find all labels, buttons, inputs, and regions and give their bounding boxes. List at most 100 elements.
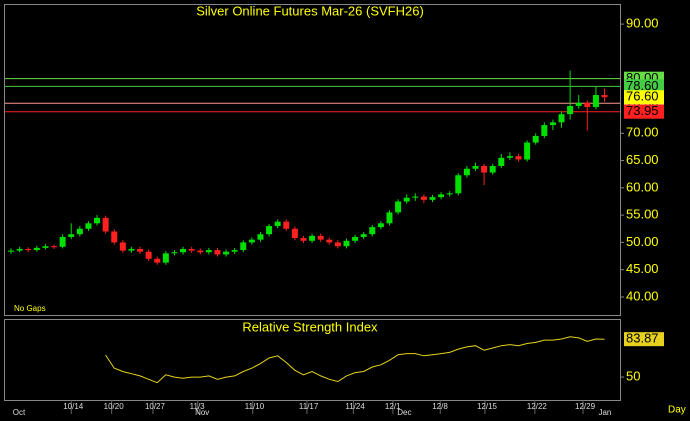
last-price-box xyxy=(624,90,664,105)
y-tick-label: 70.00 xyxy=(626,125,659,140)
candle-body xyxy=(223,251,230,255)
candle-body xyxy=(403,197,410,202)
x-tick-label: 10/20 xyxy=(104,402,125,411)
rsi-panel xyxy=(4,319,621,401)
y-tick-label: 50.00 xyxy=(626,234,659,249)
price-panel xyxy=(4,4,621,316)
chart-title: Silver Online Futures Mar-26 (SVFH26) xyxy=(196,3,424,18)
candle-body xyxy=(94,217,101,224)
candle-body xyxy=(33,247,40,251)
candle-body xyxy=(515,156,522,160)
candle-body xyxy=(162,253,169,263)
rsi-title: Relative Strength Index xyxy=(242,319,378,334)
candle-body xyxy=(326,239,333,243)
candle-body xyxy=(541,125,548,136)
candle-body xyxy=(85,223,92,229)
candle-body xyxy=(463,168,470,176)
candle-body xyxy=(240,242,247,251)
x-tick-label: 11/3 xyxy=(190,402,206,411)
candle-body xyxy=(317,235,324,240)
candle-body xyxy=(438,194,445,198)
candle-body xyxy=(567,105,574,115)
month-label: Jan xyxy=(598,408,611,417)
month-label: Nov xyxy=(195,408,209,417)
y-tick-label: 55.00 xyxy=(626,207,659,222)
x-tick-label: 10/27 xyxy=(145,402,166,411)
candle-body xyxy=(334,242,341,247)
candle-body xyxy=(532,135,539,143)
candle-body xyxy=(248,239,255,243)
candle-body xyxy=(257,234,264,240)
candle-body xyxy=(8,250,15,252)
candle-body xyxy=(420,196,427,200)
candle-body xyxy=(283,221,290,229)
candle-body xyxy=(59,236,66,247)
candle-body xyxy=(171,252,178,254)
candle-body xyxy=(231,250,238,252)
level-label: 73.95 xyxy=(626,103,659,118)
candle-body xyxy=(584,102,591,108)
x-tick-label: 12/15 xyxy=(477,402,498,411)
candle-body xyxy=(360,234,367,237)
month-label: Oct xyxy=(13,408,26,417)
x-tick-label: 12/8 xyxy=(432,402,448,411)
x-tick-label: 10/14 xyxy=(63,402,84,411)
x-tick-label: 11/24 xyxy=(345,402,365,411)
candle-body xyxy=(309,235,316,241)
candle-body xyxy=(601,95,608,98)
candle-body xyxy=(386,212,393,224)
candle-body xyxy=(25,248,32,251)
y-tick-label: 45.00 xyxy=(626,261,659,276)
rsi-line xyxy=(105,336,605,384)
candle-body xyxy=(16,248,23,251)
x-tick-label: 11/10 xyxy=(245,402,265,411)
candle-body xyxy=(111,231,118,243)
last-price-label: 76.60 xyxy=(626,89,659,104)
candle-body xyxy=(205,250,212,253)
candle-body xyxy=(180,248,187,253)
candle-body xyxy=(300,238,307,241)
candle-body xyxy=(395,201,402,213)
candle-body xyxy=(549,122,556,126)
rsi-value-label: 83.87 xyxy=(626,331,659,346)
level-box xyxy=(624,79,664,94)
y-tick-label: 90.00 xyxy=(626,16,659,31)
candle-body xyxy=(128,248,135,251)
candle-body xyxy=(412,196,419,198)
candle-body xyxy=(446,193,453,195)
candle-body xyxy=(524,142,531,160)
candle-body xyxy=(472,166,479,169)
candle-body xyxy=(592,95,599,108)
candle-body xyxy=(42,246,49,248)
candle-body xyxy=(429,197,436,200)
y-tick-label: 40.00 xyxy=(626,288,659,303)
y-tick-label: 50 xyxy=(626,369,640,384)
rsi-value-box xyxy=(624,332,664,347)
candle-body xyxy=(369,227,376,235)
period-label: Day xyxy=(668,405,686,416)
candle-body xyxy=(119,242,126,251)
candle-body xyxy=(274,221,281,227)
candle-body xyxy=(481,166,488,173)
x-tick-label: 12/1 xyxy=(385,402,401,411)
level-box xyxy=(624,104,664,119)
month-label: Dec xyxy=(397,408,411,417)
x-tick-label: 12/29 xyxy=(575,402,596,411)
candle-body xyxy=(575,102,582,106)
candle-body xyxy=(343,240,350,247)
candle-body xyxy=(154,258,161,263)
candle-body xyxy=(291,228,298,239)
note: No Gaps xyxy=(14,304,46,313)
candle-body xyxy=(455,175,462,194)
level-label: 78.60 xyxy=(626,78,659,93)
candle-body xyxy=(102,217,109,232)
candle-body xyxy=(214,250,221,255)
candle-body xyxy=(137,248,144,252)
candle-body xyxy=(145,251,152,259)
candle-body xyxy=(506,156,513,158)
candle-body xyxy=(197,250,204,253)
candle-body xyxy=(188,248,195,251)
candle-body xyxy=(558,114,565,123)
candle-body xyxy=(498,157,505,167)
